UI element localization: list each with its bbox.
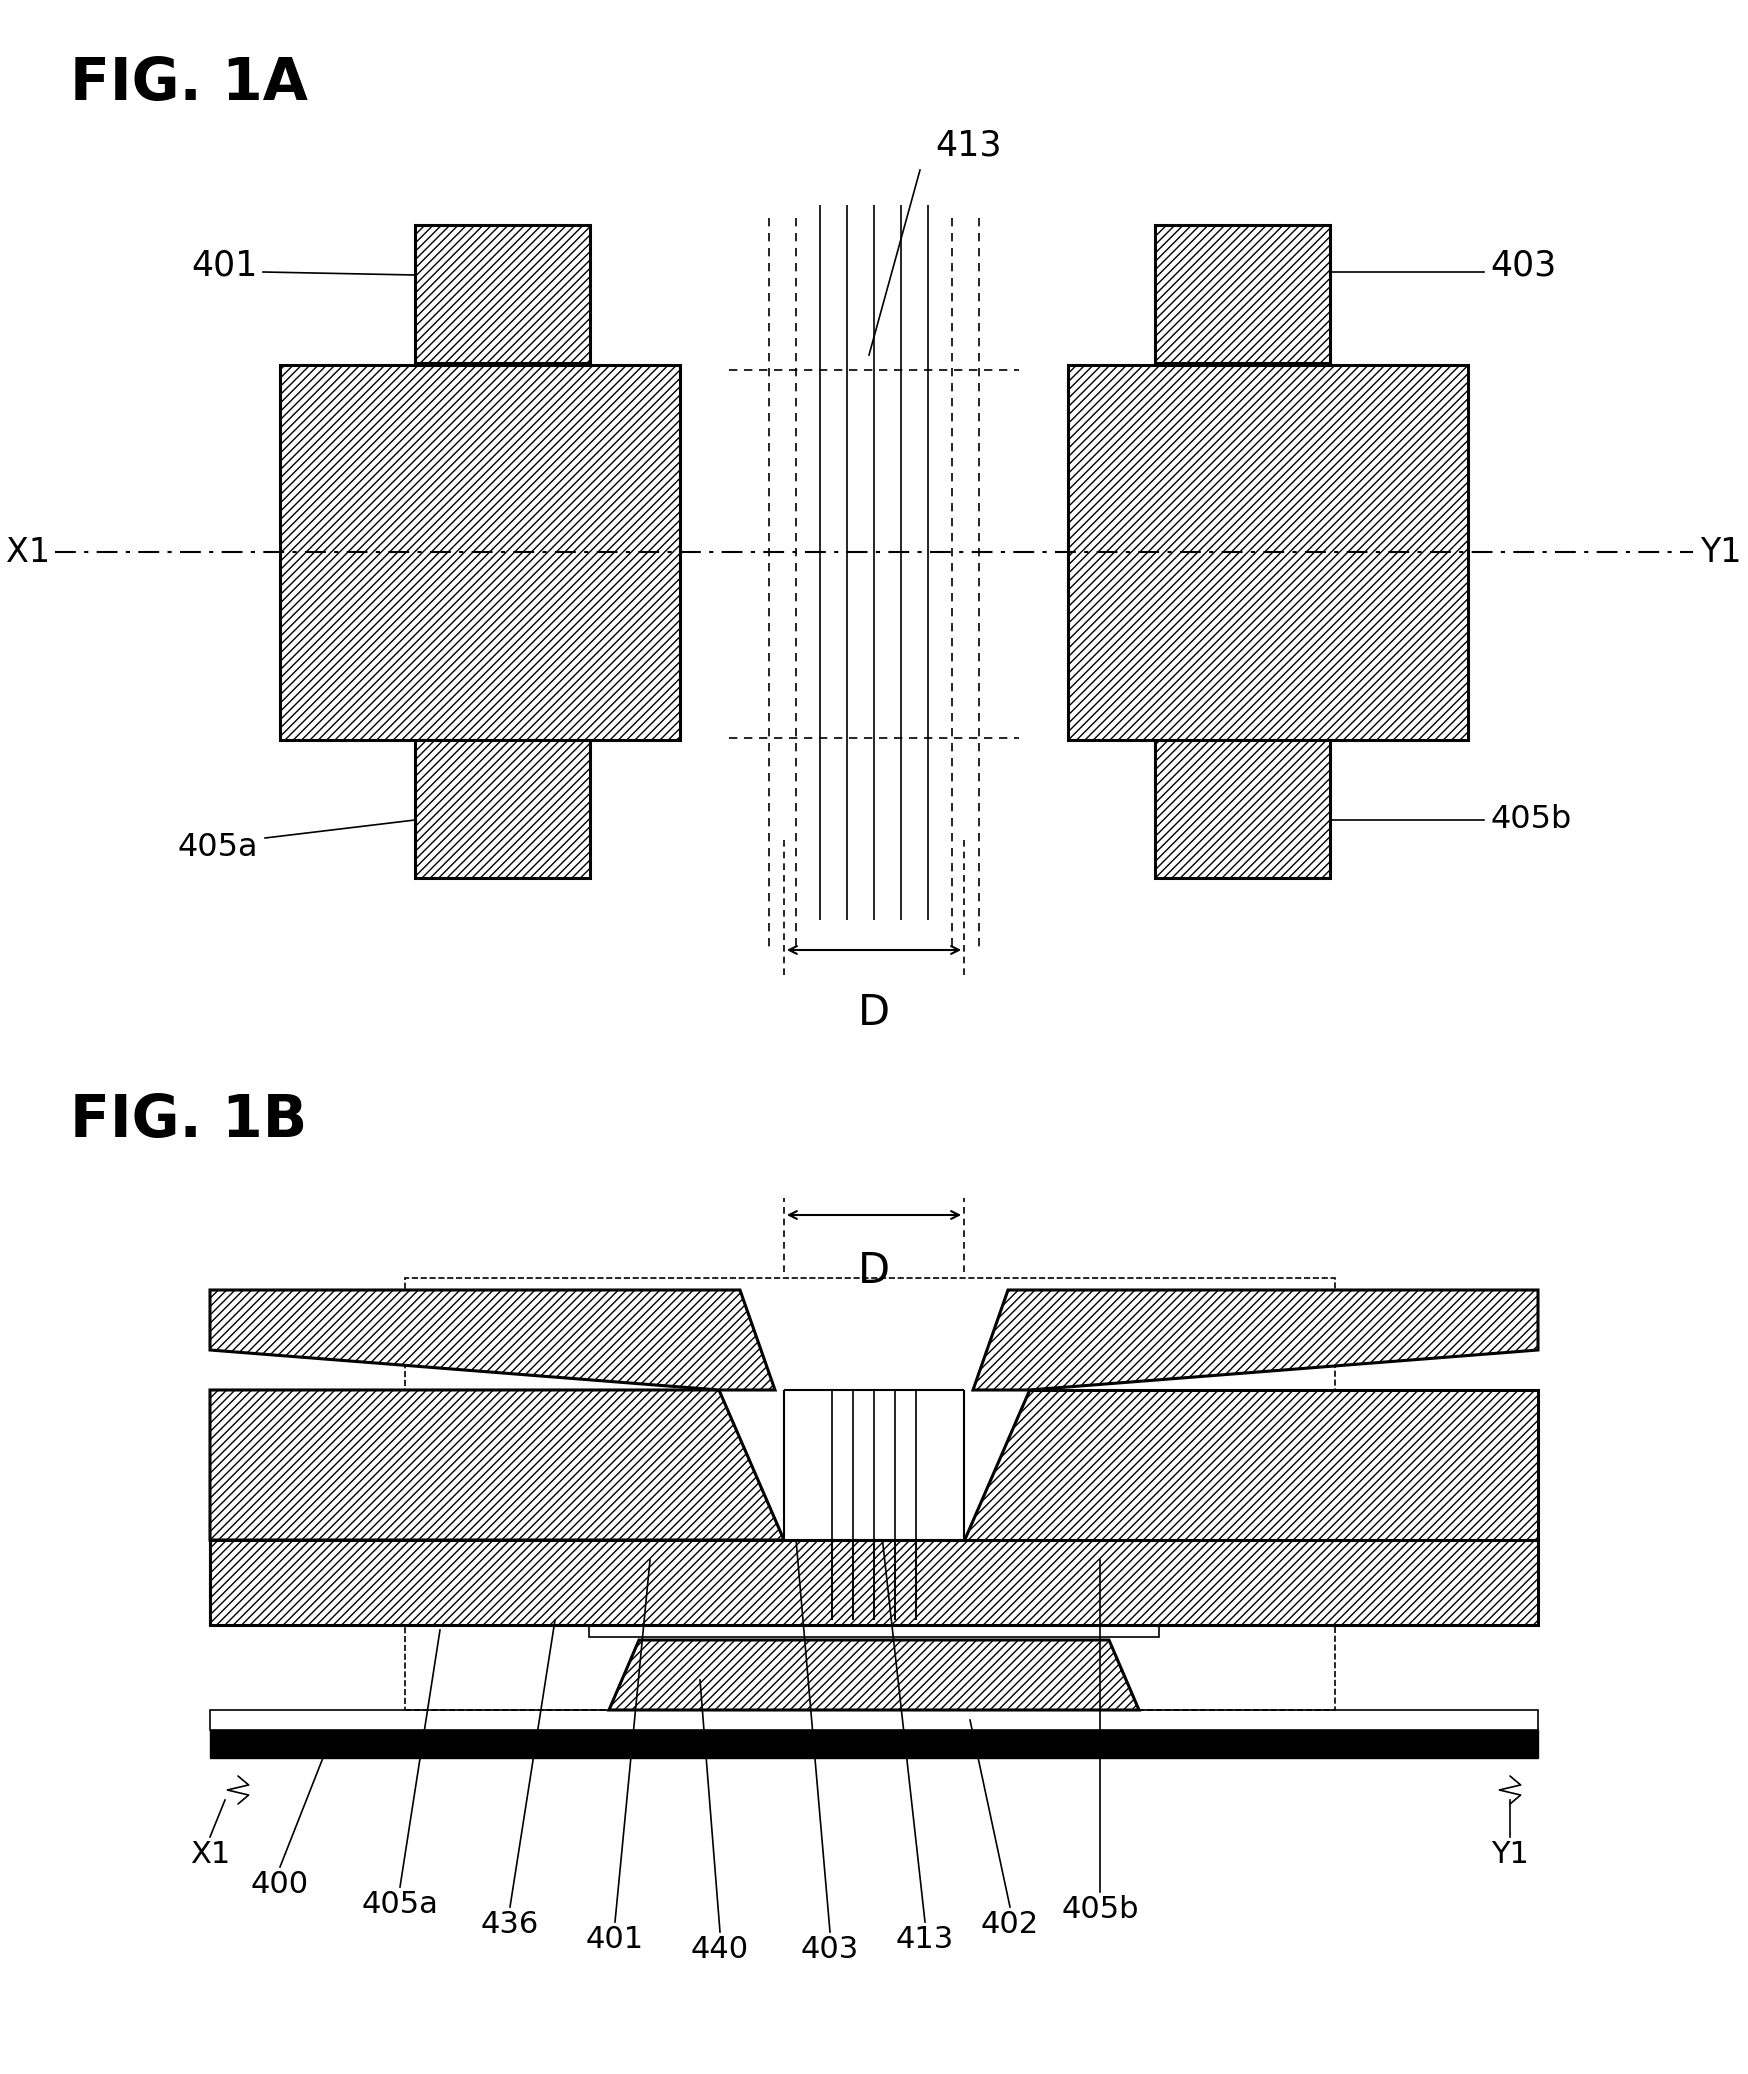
Bar [1155, 224, 1330, 363]
Text: 403: 403 [801, 1935, 858, 1964]
Text: D: D [858, 991, 890, 1035]
Text: 403: 403 [1489, 249, 1556, 282]
Text: 401: 401 [586, 1925, 643, 1954]
Bar [1155, 740, 1330, 877]
Polygon shape [210, 1390, 785, 1541]
Bar [210, 1730, 1538, 1759]
Text: D: D [858, 1251, 890, 1292]
Polygon shape [963, 1390, 1538, 1541]
Text: 401: 401 [192, 249, 259, 282]
Text: 402: 402 [981, 1910, 1038, 1939]
Text: 413: 413 [897, 1925, 954, 1954]
Text: 405b: 405b [1061, 1896, 1138, 1925]
Bar [210, 1541, 1538, 1626]
Bar [414, 224, 591, 363]
Text: 413: 413 [935, 129, 1002, 162]
Bar [589, 1626, 1159, 1636]
Text: 400: 400 [252, 1871, 309, 1900]
Bar [785, 1390, 963, 1541]
Bar [406, 1278, 1335, 1709]
Polygon shape [974, 1290, 1538, 1390]
Text: 405a: 405a [178, 832, 259, 863]
Text: 405b: 405b [1489, 805, 1571, 836]
Polygon shape [210, 1290, 774, 1390]
Bar [589, 1614, 1159, 1626]
Text: 405a: 405a [362, 1889, 439, 1918]
Polygon shape [210, 1541, 1538, 1626]
Bar [414, 740, 591, 877]
Text: 440: 440 [690, 1935, 750, 1964]
Bar [1068, 365, 1468, 740]
Text: X1: X1 [5, 535, 51, 568]
Text: Y1: Y1 [1701, 535, 1741, 568]
Text: 436: 436 [481, 1910, 538, 1939]
Text: Y1: Y1 [1491, 1840, 1530, 1869]
Text: X1: X1 [191, 1840, 231, 1869]
Bar [210, 1709, 1538, 1730]
Text: FIG. 1A: FIG. 1A [70, 56, 308, 112]
Bar [280, 365, 680, 740]
Polygon shape [608, 1641, 1140, 1709]
Text: FIG. 1B: FIG. 1B [70, 1093, 308, 1149]
